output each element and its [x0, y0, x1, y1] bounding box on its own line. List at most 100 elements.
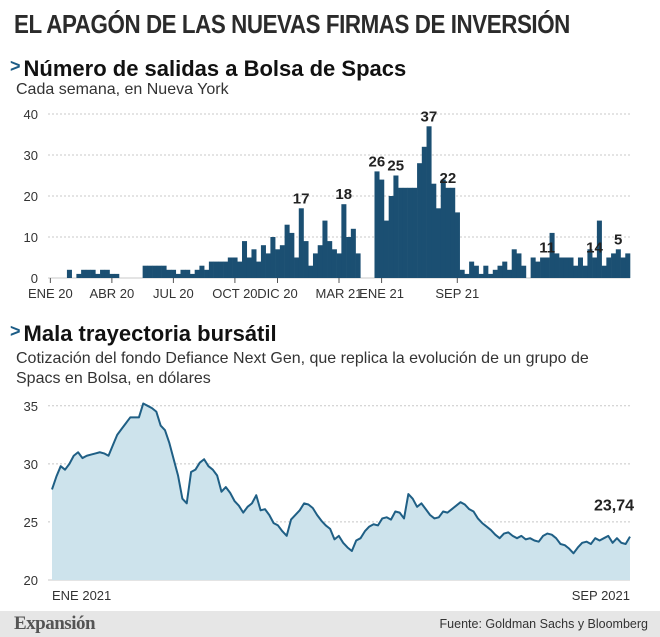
- bar: [317, 245, 323, 278]
- bar: [260, 245, 266, 278]
- data-label: 14: [586, 240, 603, 257]
- bar: [161, 265, 167, 278]
- bar: [166, 269, 172, 278]
- bar: [109, 273, 115, 278]
- bar: [426, 126, 432, 278]
- bar: [596, 220, 602, 278]
- bar: [284, 224, 290, 278]
- bar: [156, 265, 162, 278]
- bar: [175, 273, 181, 278]
- bar: [516, 253, 522, 278]
- x-tick-label: ENE 21: [359, 286, 404, 301]
- bar: [568, 257, 574, 278]
- bar: [483, 265, 489, 278]
- page-title: EL APAGÓN DE LAS NUEVAS FIRMAS DE INVERS…: [14, 9, 570, 39]
- area-fill: [52, 403, 630, 580]
- bar: [336, 253, 342, 278]
- bar: [90, 269, 96, 278]
- y-tick-label: 10: [24, 230, 38, 245]
- bar: [76, 273, 82, 278]
- y-tick-label: 25: [24, 515, 38, 530]
- bar: [346, 237, 352, 278]
- bar: [223, 261, 229, 278]
- bar: [237, 261, 243, 278]
- bar: [611, 253, 617, 278]
- footer: Expansión Fuente: Goldman Sachs y Bloomb…: [0, 611, 660, 637]
- bar: [199, 265, 205, 278]
- area-chart-title-text: Mala trayectoria bursátil: [23, 321, 277, 346]
- bar: [573, 265, 579, 278]
- area-chart: 20 25 30 35 ENE 2021 SEP 2021 23,74: [24, 399, 635, 603]
- bar: [114, 273, 120, 278]
- data-label: 18: [335, 186, 352, 203]
- x-tick-label: DIC 20: [257, 286, 297, 301]
- data-label: 5: [614, 231, 622, 248]
- data-label: 37: [421, 108, 438, 125]
- bar: [402, 187, 408, 278]
- bar: [530, 257, 536, 278]
- bar: [322, 220, 328, 278]
- bar: [615, 249, 621, 278]
- bar: [355, 253, 361, 278]
- area-chart-title: > Mala trayectoria bursátil: [10, 321, 277, 347]
- bar-chart-subtitle: Cada semana, en Nueva York: [16, 81, 229, 98]
- bar: [549, 232, 555, 278]
- bar: [379, 179, 385, 278]
- y-tick-label: 0: [31, 271, 38, 286]
- bar: [502, 261, 508, 278]
- bar: [298, 208, 304, 278]
- bar: [464, 273, 470, 278]
- bar: [383, 220, 389, 278]
- bar: [350, 228, 356, 278]
- bar: [497, 265, 503, 278]
- bar: [303, 241, 309, 278]
- bar: [95, 273, 101, 278]
- bar: [469, 261, 475, 278]
- x-tick-label: ENE 20: [28, 286, 73, 301]
- data-label: 25: [387, 158, 404, 175]
- bar: [450, 187, 456, 278]
- bar: [189, 273, 195, 278]
- y-tick-label: 20: [24, 573, 38, 588]
- area-chart-subtitle: Cotización del fondo Defiance Next Gen, …: [16, 350, 589, 387]
- chevron-right-icon: >: [10, 56, 21, 76]
- bar: [256, 261, 262, 278]
- bar: [312, 253, 319, 278]
- bar: [246, 257, 252, 278]
- x-tick-label: MAR 21: [316, 286, 363, 301]
- bar: [601, 265, 607, 278]
- bar: [100, 269, 106, 278]
- bar-chart: 0 10 20 30 40 ENE 20 ABR 20 JUL 20 OCT 20 DIC 20 M…: [24, 107, 631, 301]
- y-tick-label: 40: [24, 107, 38, 122]
- bar: [407, 187, 413, 278]
- bar: [275, 249, 281, 278]
- bar: [454, 212, 460, 278]
- bar: [436, 208, 442, 278]
- bar: [625, 253, 631, 278]
- bar: [142, 265, 148, 278]
- y-tick-label: 30: [24, 457, 38, 472]
- bar: [279, 245, 285, 278]
- x-tick-label: SEP 21: [435, 286, 479, 301]
- bar: [587, 249, 593, 278]
- x-tick-label: OCT 20: [212, 286, 257, 301]
- bar: [473, 265, 479, 278]
- bar: [606, 257, 612, 278]
- bar: [308, 265, 314, 278]
- chevron-right-icon: >: [10, 321, 21, 341]
- bar: [327, 241, 333, 278]
- bar: [445, 187, 451, 278]
- bar: [218, 261, 224, 278]
- bar: [251, 249, 257, 278]
- bar: [620, 257, 626, 278]
- bar: [374, 171, 380, 278]
- bar: [478, 273, 484, 278]
- brand-logo: Expansión: [14, 613, 96, 634]
- bar: [535, 261, 541, 278]
- bar: [544, 257, 550, 278]
- y-tick-label: 35: [24, 399, 38, 414]
- x-tick-label: ABR 20: [89, 286, 134, 301]
- bar: [104, 269, 110, 278]
- bar: [398, 187, 404, 278]
- x-tick-label: SEP 2021: [572, 588, 630, 603]
